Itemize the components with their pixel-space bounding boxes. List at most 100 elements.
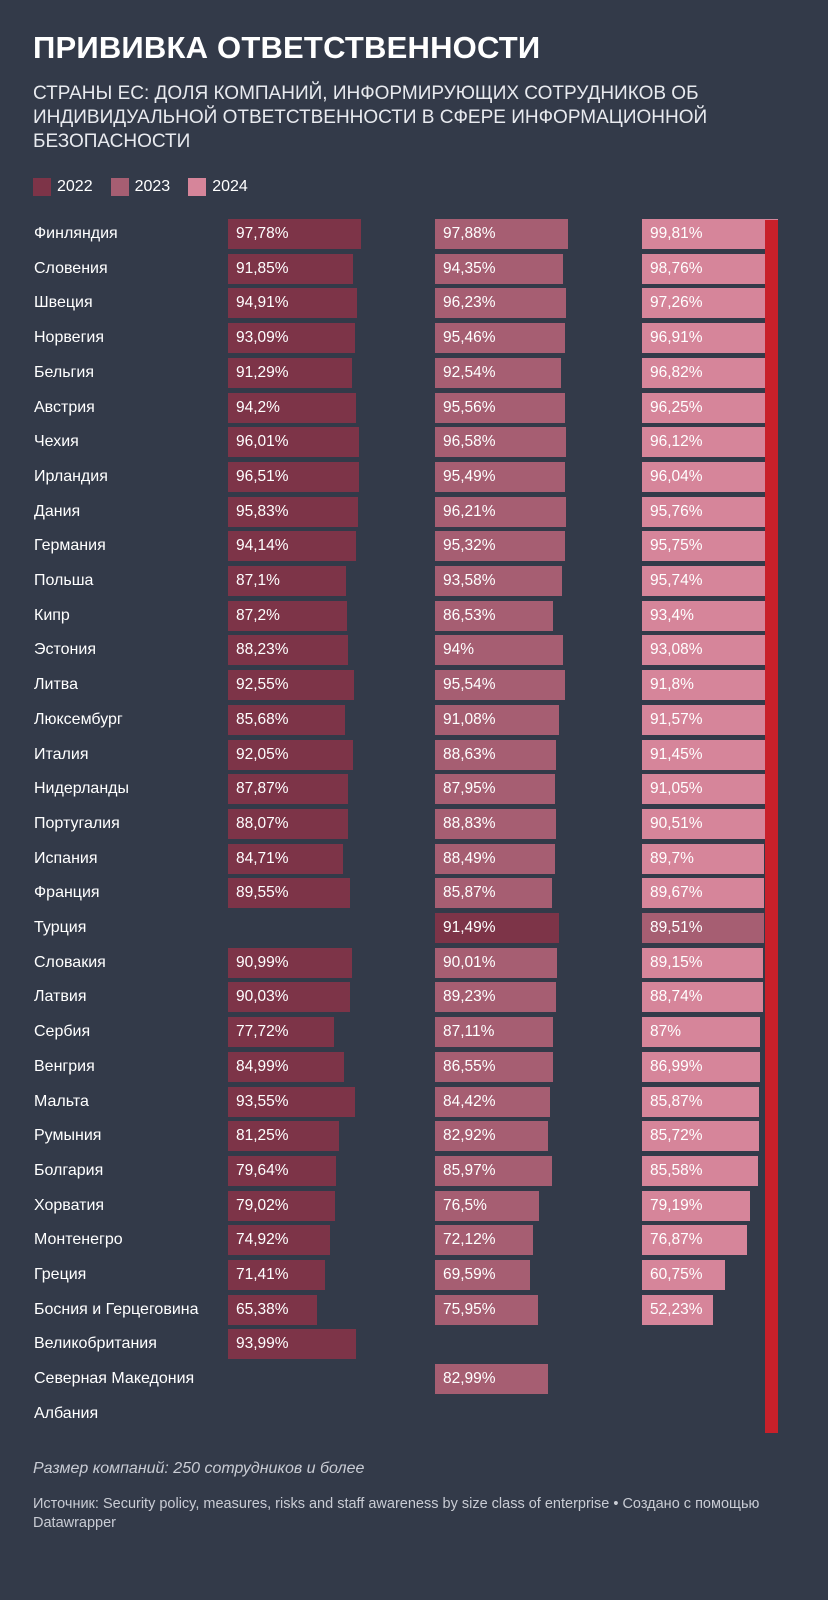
legend-label-2024: 2024: [212, 178, 248, 195]
bar-value-label: 91,57%: [650, 710, 703, 728]
bar-value-label: 93,4%: [650, 606, 694, 624]
bar-value-label: 88,49%: [443, 849, 496, 867]
chart-title: ПРИВИВКА ОТВЕТСТВЕННОСТИ: [33, 30, 541, 65]
bar-value-label: 85,58%: [650, 1161, 703, 1179]
bar-value-label: 92,05%: [236, 745, 289, 763]
country-label: Норвегия: [34, 329, 105, 347]
bar-2022: 88,23%: [228, 635, 348, 666]
country-label: Люксембург: [34, 710, 123, 728]
bar-2023: 95,46%: [435, 323, 565, 354]
bar-value-label: 85,72%: [650, 1127, 703, 1145]
country-label: Албания: [34, 1404, 99, 1422]
bar-value-label: 91,85%: [236, 259, 289, 277]
bar-value-label: 91,08%: [443, 710, 496, 728]
bar-value-label: 89,51%: [650, 919, 703, 936]
bar-value-label: 87,87%: [236, 780, 289, 798]
legend-swatch-2024: [188, 178, 207, 196]
bar-2023: 86,55%: [435, 1051, 553, 1082]
legend-item-2022: 2022: [33, 178, 93, 196]
country-label: Испания: [34, 849, 98, 867]
bar-value-label: 85,87%: [443, 884, 496, 902]
bar-2022: 96,51%: [228, 461, 360, 492]
bar-value-label: 85,97%: [443, 1161, 496, 1179]
bar-value-label: 69,59%: [443, 1266, 496, 1283]
legend-item-2023: 2023: [110, 178, 170, 196]
bar-2022: 71,41%: [228, 1260, 326, 1290]
bar-2024: 96,25%: [642, 392, 773, 423]
bar-value-label: 93,99%: [236, 1335, 289, 1353]
bar-value-label: 87,1%: [236, 572, 280, 589]
bar-value-label: 90,01%: [443, 953, 496, 971]
bar-2024: 96,91%: [642, 323, 774, 354]
bar-value-label: 82,92%: [443, 1127, 496, 1145]
bar-value-label: 94%: [443, 641, 475, 659]
bar-2024: 89,7%: [642, 843, 764, 874]
bar-2023: 95,49%: [435, 461, 565, 492]
bar-2023: 90,01%: [435, 947, 558, 978]
bar-value-label: 96,12%: [650, 433, 703, 451]
bar-2022: 85,68%: [228, 704, 345, 735]
bar-2024: 93,08%: [642, 635, 769, 666]
bar-2024: 86,99%: [642, 1051, 761, 1082]
bar-2022: 79,02%: [228, 1190, 336, 1221]
bar-2022: 84,71%: [228, 843, 344, 874]
chart-subtitle: СТРАНЫ ЕС: ДОЛЯ КОМПАНИЙ, ИНФОРМИРУЮЩИХ …: [33, 83, 708, 152]
country-label: Словакия: [34, 953, 106, 971]
bar-2022: 97,78%: [228, 219, 361, 249]
bar-2023: 84,42%: [435, 1086, 550, 1117]
bar-2024: 99,81%: [642, 219, 778, 249]
bar-value-label: 95,56%: [443, 398, 496, 416]
bar-2022: 91,85%: [228, 253, 353, 284]
bar-value-label: 89,7%: [650, 849, 694, 867]
bar-value-label: 88,83%: [443, 814, 496, 832]
bar-value-label: 95,74%: [650, 572, 703, 589]
bar-value-label: 99,81%: [650, 225, 703, 242]
country-label: Мальта: [34, 1092, 89, 1110]
country-label: Финляндия: [34, 225, 118, 242]
bar-value-label: 90,51%: [650, 814, 703, 832]
country-label: Греция: [34, 1266, 87, 1283]
bar-2024: 91,05%: [642, 774, 766, 805]
bar-2024: 90,51%: [642, 808, 766, 839]
bar-value-label: 89,55%: [236, 884, 289, 902]
legend-item-2024: 2024: [188, 178, 248, 196]
bar-value-label: 87,95%: [443, 780, 496, 798]
country-label: Австрия: [34, 398, 95, 416]
bar-value-label: 96,82%: [650, 363, 703, 381]
bar-value-label: 96,91%: [650, 329, 703, 347]
bar-value-label: 94,91%: [236, 294, 289, 312]
bar-value-label: 98,76%: [650, 259, 703, 277]
bar-value-label: 74,92%: [236, 1231, 289, 1249]
country-label: Литва: [34, 676, 78, 694]
bar-value-label: 75,95%: [443, 1300, 496, 1318]
bar-value-label: 82,99%: [443, 1370, 496, 1388]
bar-value-label: 76,5%: [443, 1196, 487, 1214]
bar-2022: 94,91%: [228, 288, 358, 319]
country-label: Северная Македония: [34, 1370, 195, 1388]
bar-value-label: 87,11%: [443, 1023, 495, 1041]
bar-2023: 88,83%: [435, 808, 556, 839]
bar-2023: 97,88%: [435, 219, 569, 249]
country-label: Италия: [34, 745, 89, 763]
bar-value-label: 91,29%: [236, 363, 289, 381]
bar-value-label: 90,03%: [236, 988, 289, 1006]
country-label: Хорватия: [34, 1196, 105, 1214]
bar-2024: 85,58%: [642, 1155, 759, 1186]
bar-2023: 96,58%: [435, 427, 567, 458]
bar-2024: 91,57%: [642, 704, 767, 735]
country-label: Польша: [34, 572, 94, 589]
country-label: Нидерланды: [34, 780, 129, 798]
bar-2022: 87,87%: [228, 774, 348, 805]
bar-2022: 95,83%: [228, 496, 359, 527]
bar-2022: 93,55%: [228, 1086, 356, 1117]
bar-2023: 91,49%: [435, 913, 560, 943]
bar-value-label: 79,64%: [236, 1161, 289, 1179]
bar-value-label: 76,87%: [650, 1231, 703, 1249]
bar-2023: 96,21%: [435, 496, 566, 527]
bar-value-label: 93,58%: [443, 572, 496, 589]
reference-line-100: [765, 220, 778, 1433]
bar-value-label: 92,54%: [443, 363, 496, 381]
country-label: Монтенегро: [34, 1231, 123, 1249]
bar-value-label: 84,42%: [443, 1092, 496, 1110]
bar-2024: 87%: [642, 1017, 761, 1048]
